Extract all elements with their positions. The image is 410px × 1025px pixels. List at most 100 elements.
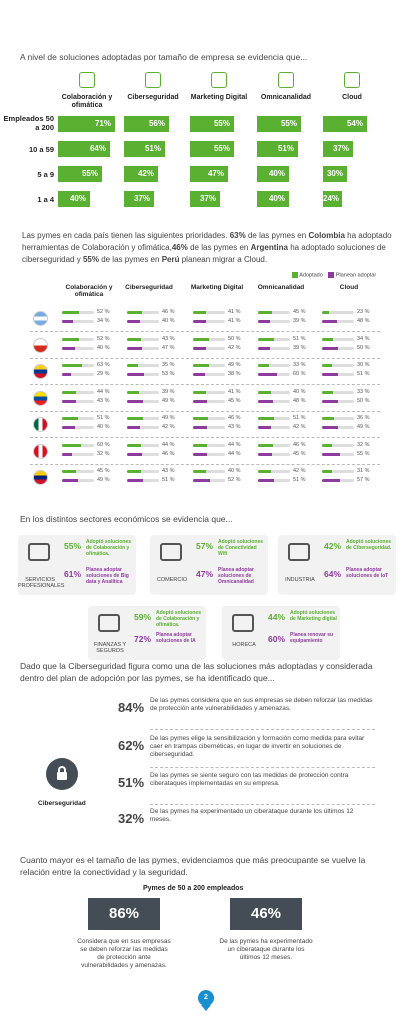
size-row-label: 5 a 9	[37, 170, 54, 179]
adopted-bar	[193, 417, 225, 420]
solution-header: Colaboración y ofimática	[61, 94, 113, 109]
sector-planned-pct: 61%	[64, 569, 82, 579]
cyber-pct: 62%	[118, 738, 145, 753]
planned-value: 48 %	[357, 318, 370, 324]
solution-icon-1	[145, 72, 161, 88]
adopted-fill	[193, 390, 207, 394]
cyber-label: Ciberseguridad	[38, 800, 86, 807]
adopted-value: 51 %	[293, 415, 306, 421]
size-row-label: 10 a 59	[28, 145, 54, 154]
planned-bar	[322, 346, 354, 350]
planned-bar	[193, 346, 225, 350]
planned-fill	[62, 479, 78, 482]
sector-card: FINANZAS Y SEGUROS 59% Adoptó soluciones d…	[88, 606, 206, 660]
planned-bar	[62, 399, 94, 403]
planned-bar	[193, 320, 225, 323]
adopted-value: 33 %	[293, 362, 306, 368]
adopted-value: 46 %	[162, 309, 175, 315]
size-bar: 42%	[124, 166, 158, 182]
planned-value: 40 %	[162, 318, 175, 324]
adopted-bar	[127, 443, 159, 447]
sector-name: HORECA	[232, 642, 256, 648]
planned-value: 60 %	[293, 371, 306, 377]
adopted-fill	[322, 337, 333, 341]
sector-planned-text: Planea adoptar soluciones de Big data y …	[86, 567, 129, 585]
planned-value: 50 %	[357, 344, 370, 351]
adopted-value: 40 %	[228, 468, 241, 474]
planned-value: 45 %	[293, 450, 306, 457]
peru-flag	[33, 443, 48, 459]
adopted-fill	[322, 364, 332, 367]
sector-card: INDUSTRIA 42% Adoptó soluciones de Ciberse…	[278, 535, 396, 595]
planned-fill	[322, 346, 338, 350]
big-stat-text: Considera que en sus empresas se deben r…	[77, 938, 171, 969]
adopted-bar	[322, 311, 354, 314]
planned-fill	[127, 399, 143, 403]
adopted-fill	[193, 337, 209, 341]
solution-header: Omnicanalidad	[260, 94, 312, 101]
mexico-flag	[33, 417, 48, 432]
adopted-bar	[258, 470, 290, 473]
adopted-bar	[322, 337, 354, 341]
adopted-bar	[127, 311, 159, 314]
lock-icon	[46, 758, 78, 790]
adopted-fill	[258, 417, 275, 420]
sector-name: FINANZAS Y SEGUROS	[93, 642, 127, 654]
planned-value: 44 %	[228, 450, 241, 457]
adopted-bar	[322, 364, 354, 367]
adopted-value: 52 %	[97, 309, 110, 315]
planned-fill	[127, 452, 142, 456]
planned-value: 39 %	[293, 318, 306, 324]
factory-icon	[288, 543, 310, 561]
solution-icon-0	[79, 72, 95, 88]
people-icon	[28, 543, 50, 561]
size-bar: 55%	[190, 141, 234, 157]
planned-value: 51 %	[293, 477, 306, 483]
adopted-fill	[62, 337, 79, 341]
sector-adopted-pct: 44%	[268, 612, 286, 622]
size-bar: 64%	[58, 141, 110, 157]
planned-bar	[193, 399, 225, 403]
chile-flag	[33, 337, 48, 353]
size-bar: 40%	[58, 191, 90, 207]
adopted-value: 41 %	[228, 388, 241, 395]
adopted-value: 31 %	[357, 468, 370, 474]
planned-fill	[258, 346, 271, 350]
planned-bar	[193, 479, 225, 482]
adopted-fill	[62, 443, 82, 447]
adopted-fill	[127, 443, 142, 447]
planned-value: 34 %	[97, 318, 110, 324]
size-bar: 30%	[323, 166, 347, 182]
adopted-value: 42 %	[293, 468, 306, 474]
planned-fill	[62, 320, 73, 323]
planned-bar	[258, 452, 290, 456]
size-bar: 54%	[323, 116, 367, 132]
adopted-bar	[62, 311, 94, 314]
adopted-bar	[62, 443, 94, 447]
adopted-fill	[193, 311, 207, 314]
sector-adopted-text: Adoptó soluciones de Ciberseguridad.	[346, 539, 392, 551]
adopted-bar	[322, 470, 354, 473]
row-separator	[30, 357, 380, 359]
big-stat-box: 86%	[88, 898, 160, 930]
adopted-fill	[258, 390, 271, 394]
store-icon	[160, 543, 182, 561]
sector-adopted-pct: 59%	[134, 612, 152, 622]
adopted-bar	[62, 390, 94, 394]
adopted-value: 30 %	[357, 362, 370, 368]
adopted-fill	[322, 443, 333, 447]
planned-fill	[322, 399, 338, 403]
cyber-pct: 32%	[118, 811, 145, 826]
sector-name: COMERCIO	[156, 577, 188, 583]
planned-fill	[62, 373, 72, 376]
sector-adopted-text: Adoptó soluciones de Colaboración y ofim…	[86, 539, 131, 557]
adopted-bar	[127, 364, 159, 367]
planned-fill	[193, 426, 207, 429]
finance-icon	[98, 614, 120, 632]
legend-adopted-swatch	[292, 272, 298, 278]
adopted-fill	[127, 311, 142, 314]
country-col-header: Colaboración y ofimática	[65, 284, 113, 298]
planned-bar	[62, 426, 94, 429]
sector-planned-pct: 72%	[134, 634, 152, 644]
planned-fill	[193, 479, 210, 482]
